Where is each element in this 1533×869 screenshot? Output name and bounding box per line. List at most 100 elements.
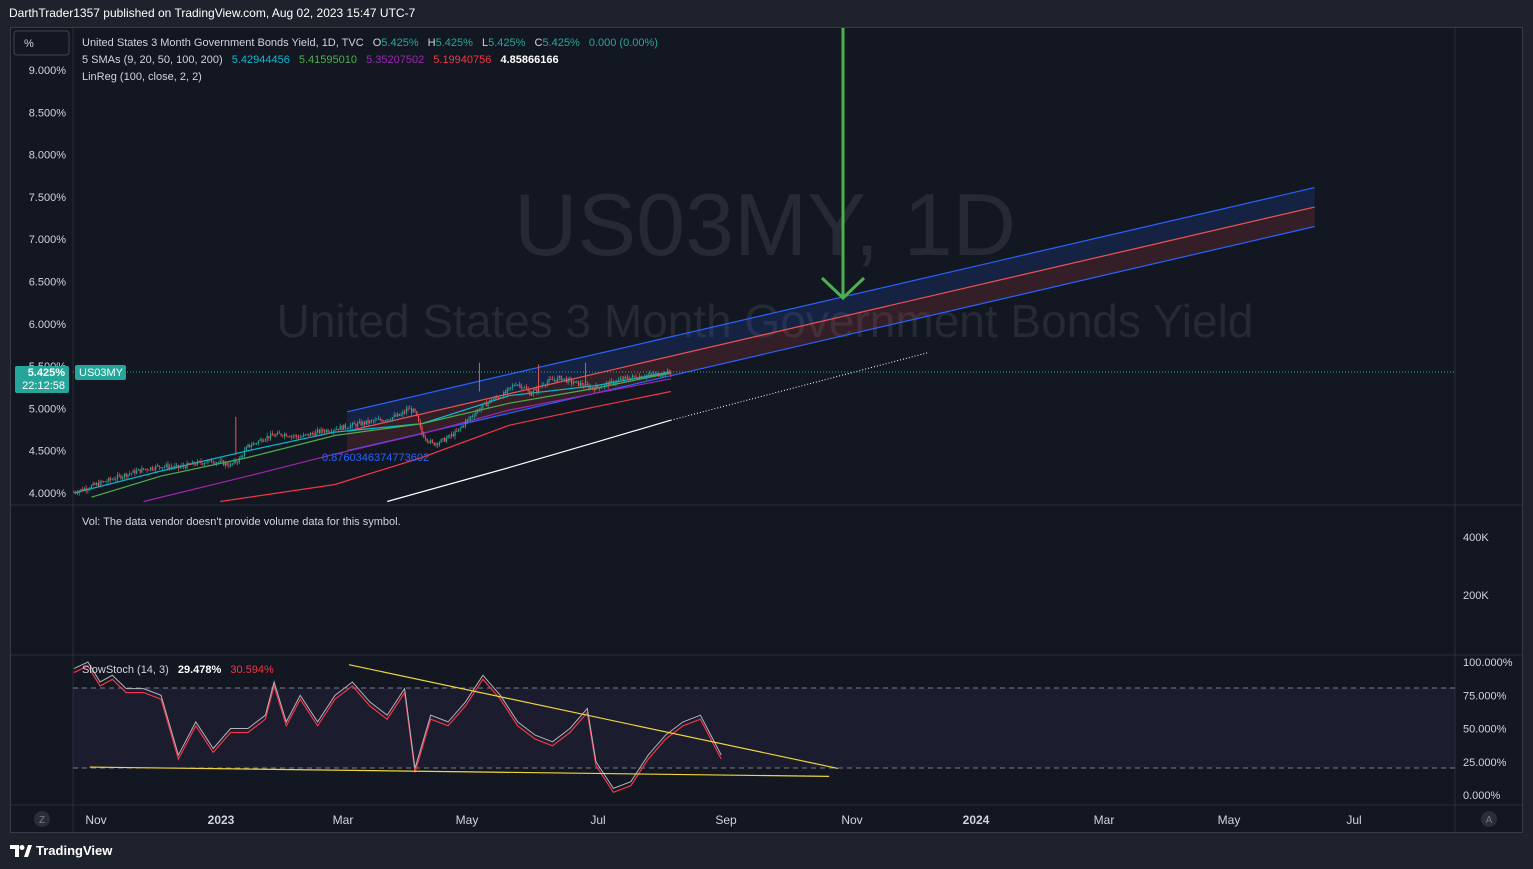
candle-body: [393, 415, 395, 418]
candle: [412, 408, 414, 413]
candle: [116, 471, 119, 483]
stoch-trendline-upper[interactable]: [348, 664, 838, 769]
candle: [654, 371, 656, 378]
candle-body: [129, 473, 131, 475]
candle: [104, 481, 106, 483]
candle-body: [670, 372, 672, 375]
candle: [367, 417, 369, 427]
candle-body: [365, 420, 367, 425]
candle: [228, 462, 230, 469]
candle-body: [223, 460, 225, 466]
candle: [245, 445, 247, 451]
candle: [600, 384, 602, 389]
candle-body: [167, 464, 169, 469]
candle-body: [544, 384, 547, 386]
stoch-trendline-lower[interactable]: [89, 766, 830, 777]
candle: [301, 435, 303, 439]
candle: [76, 489, 79, 496]
candle-body: [466, 419, 468, 422]
sma-line-2: [91, 372, 671, 498]
zoom-button[interactable]: [34, 811, 50, 827]
candle: [624, 375, 627, 379]
candle: [130, 472, 133, 477]
candle-body: [463, 425, 465, 427]
green-arrow-drawing[interactable]: [820, 28, 866, 301]
candle: [419, 418, 421, 430]
candle-body: [611, 380, 613, 382]
candle: [491, 397, 493, 403]
candle-body: [162, 467, 164, 469]
time-axis[interactable]: Nov 2023 Mar May Jul Sep Nov 2024 Mar May Jul: [85, 813, 1361, 827]
candle-body: [438, 442, 440, 445]
stoch-axis[interactable]: 100.000% 75.000% 50.000% 25.000% 0.000%: [1463, 657, 1513, 802]
candle: [362, 420, 364, 427]
candle-body: [525, 387, 527, 390]
candle: [560, 375, 562, 381]
candle-body: [633, 375, 635, 377]
candle: [275, 433, 277, 438]
candle-body: [522, 387, 524, 389]
candle-body: [144, 469, 146, 470]
candle: [169, 463, 171, 471]
candle-body: [464, 421, 467, 427]
candle: [532, 388, 534, 397]
candle: [120, 474, 122, 480]
candle-body: [358, 421, 360, 423]
candle: [350, 422, 352, 431]
candle-body: [623, 376, 625, 380]
candle: [555, 379, 557, 384]
candle: [384, 419, 387, 423]
candle-body: [604, 384, 606, 387]
candle: [661, 374, 663, 379]
candle: [163, 465, 166, 469]
candle-body: [661, 375, 663, 377]
tradingview-logo[interactable]: TradingView: [10, 843, 112, 858]
candle: [638, 372, 641, 380]
candle-body: [553, 379, 555, 381]
candle-body: [245, 447, 247, 451]
candle-body: [624, 376, 627, 378]
candle: [428, 440, 430, 444]
candle-body: [125, 473, 127, 477]
candle-body: [555, 379, 557, 382]
candle: [484, 402, 486, 405]
price-axis[interactable]: 9.000% 8.500% 8.000% 7.500% 7.000% 6.500% 6.00…: [29, 65, 67, 500]
candle-body: [273, 435, 275, 437]
chart-frame[interactable]: [10, 27, 1523, 833]
legend-symbol-name: United States 3 Month Government Bonds Y…: [82, 37, 364, 49]
candle: [652, 370, 655, 376]
stoch-tick: 100.000%: [1463, 657, 1513, 669]
auto-scale-button[interactable]: [1481, 811, 1497, 827]
price-tick: 7.000%: [29, 234, 67, 246]
candle-body: [475, 412, 477, 416]
price-tick: 7.500%: [29, 192, 67, 204]
candle: [442, 437, 444, 443]
candle-body: [275, 434, 277, 437]
candle-body: [426, 439, 428, 442]
candle-body: [97, 483, 99, 486]
candle-body: [551, 379, 554, 381]
candle-body: [572, 382, 574, 384]
candle-body: [381, 420, 383, 422]
candle: [200, 458, 202, 465]
stoch-trendlines[interactable]: [89, 664, 838, 777]
candle-body: [609, 380, 611, 386]
candle-body: [421, 426, 423, 434]
candle: [134, 467, 136, 476]
candle-body: [257, 440, 260, 444]
candle-body: [172, 467, 174, 468]
candle-body: [410, 408, 413, 413]
candle-body: [473, 415, 475, 417]
candle: [155, 464, 157, 473]
candle: [90, 484, 92, 489]
candle: [365, 420, 367, 426]
percent-button[interactable]: [13, 30, 70, 56]
candle: [336, 426, 338, 431]
candle: [590, 384, 592, 391]
candle-body: [491, 399, 493, 402]
candle-body: [527, 389, 529, 391]
candle-body: [548, 379, 550, 383]
candle-body: [508, 387, 510, 389]
candle: [231, 463, 233, 467]
